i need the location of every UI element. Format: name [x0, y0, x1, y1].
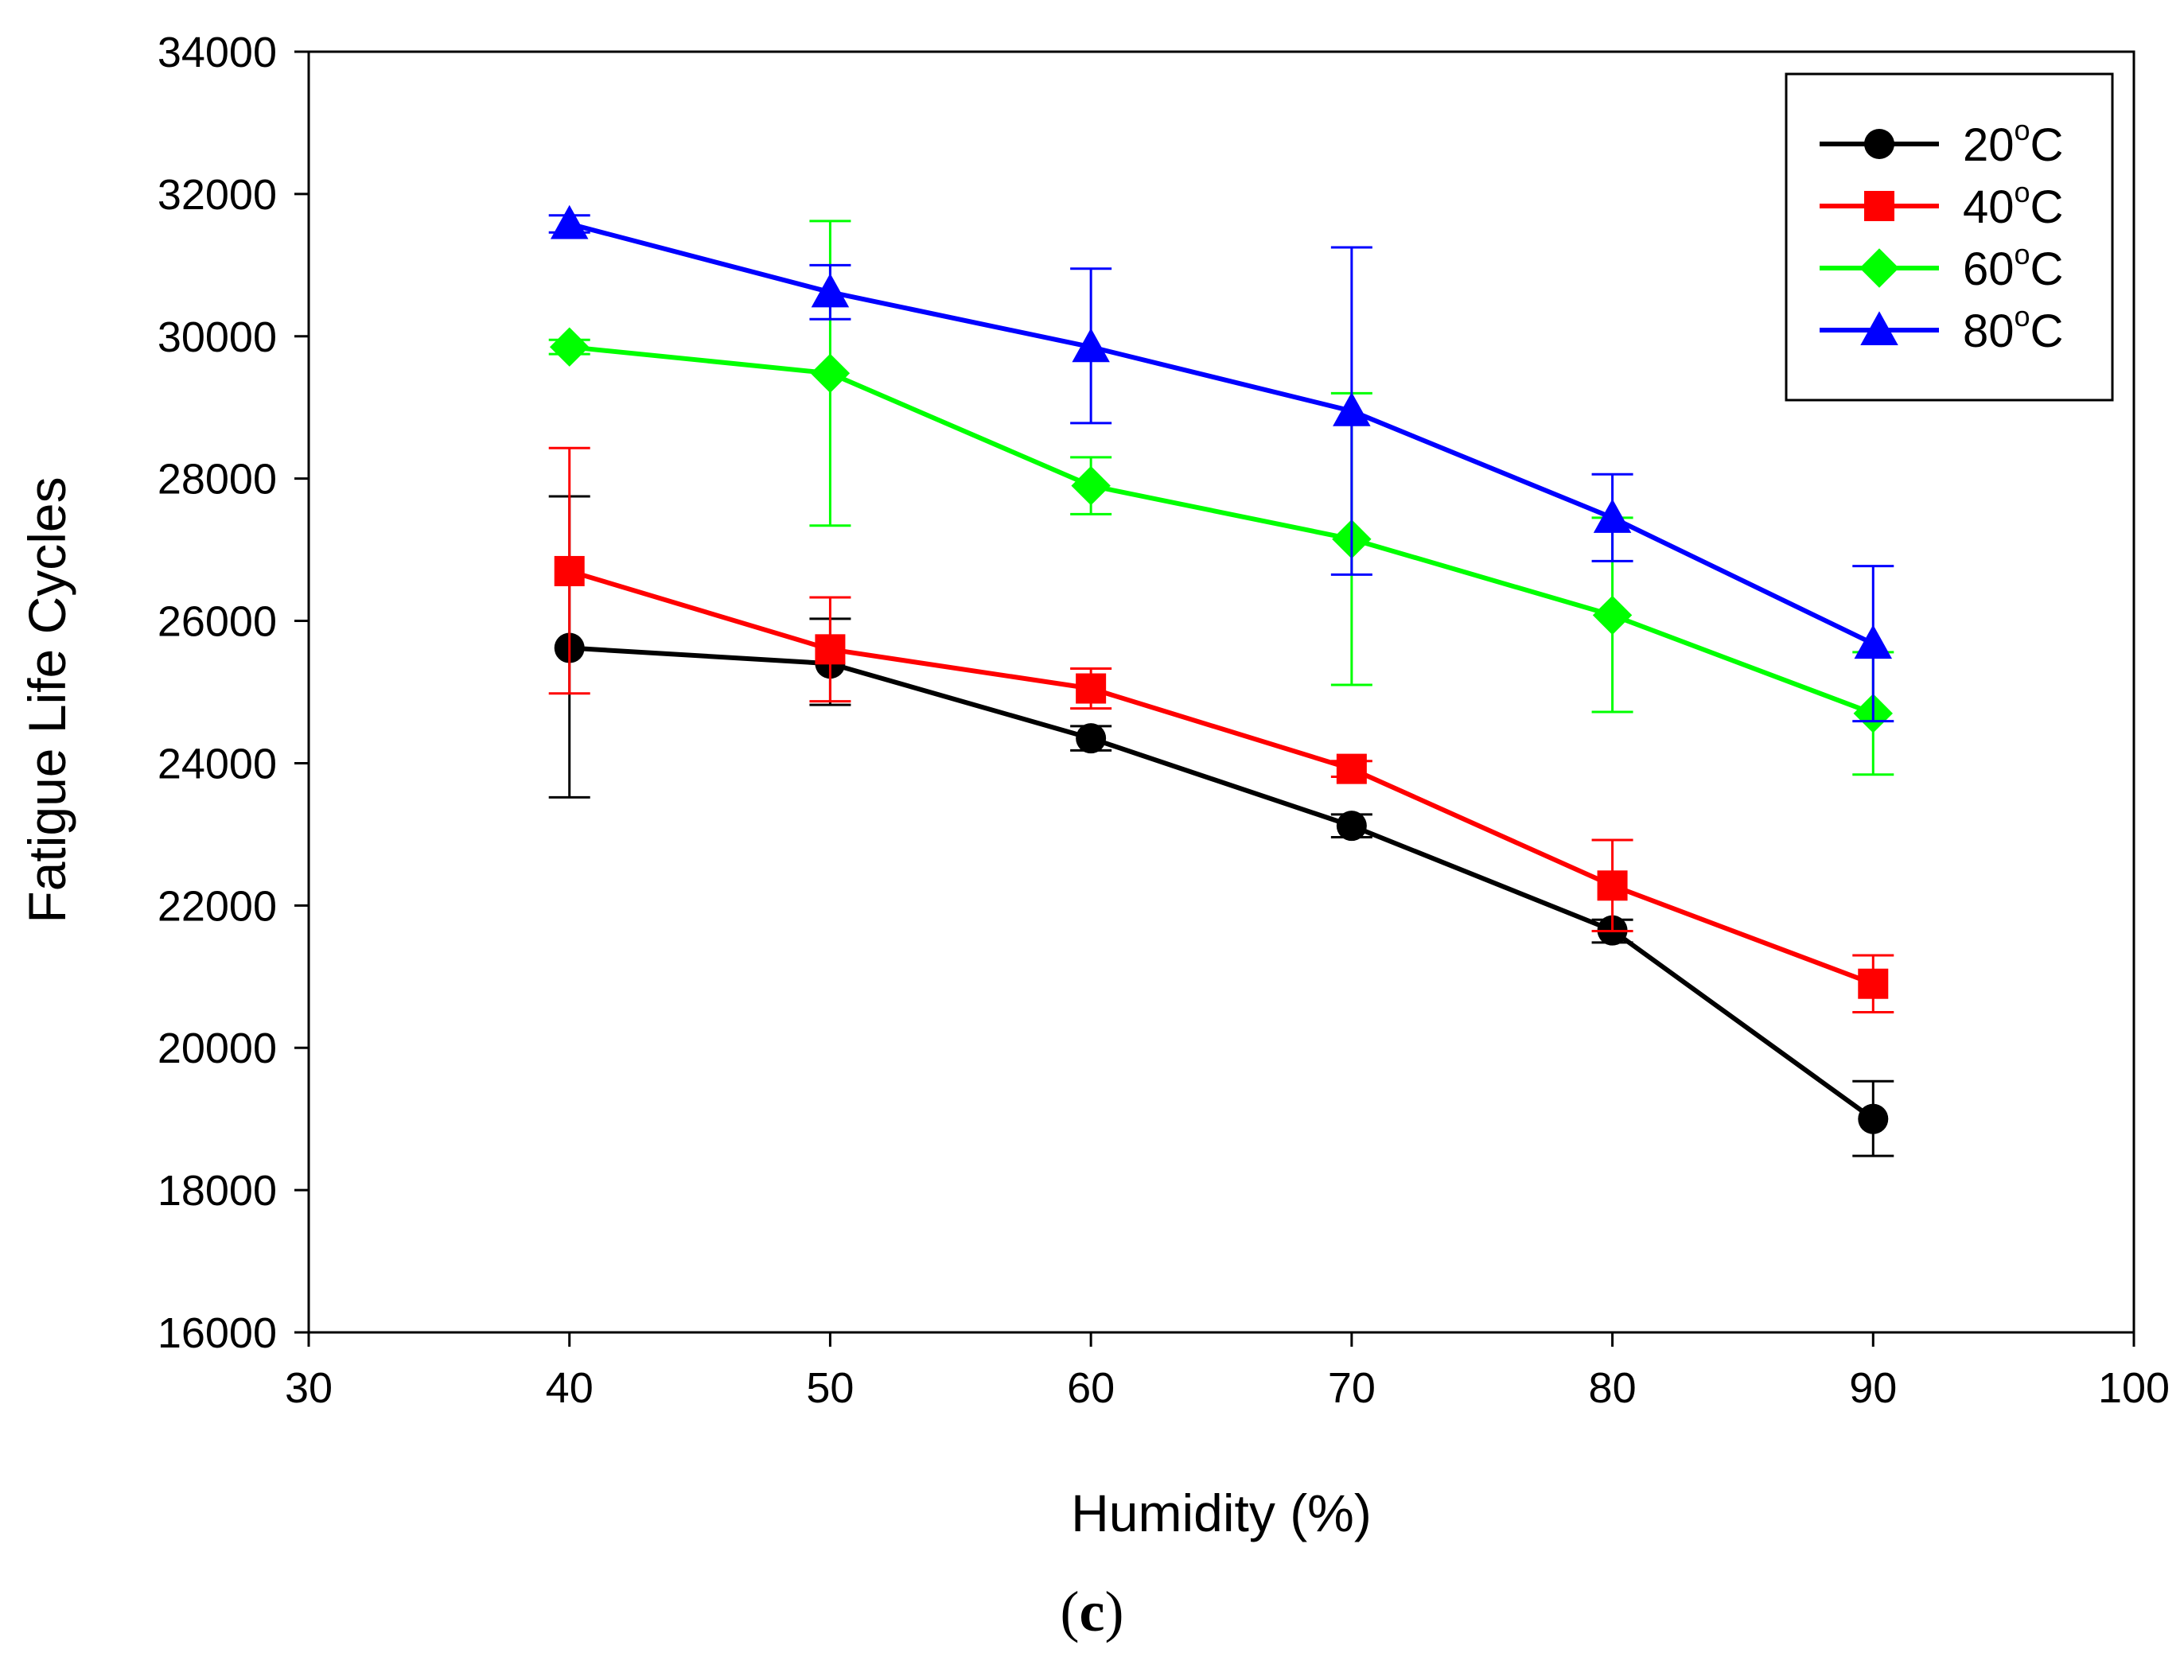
- x-axis-title: Humidity (%): [1071, 1484, 1372, 1542]
- legend-marker: [1860, 311, 1898, 345]
- y-tick-label: 20000: [158, 1025, 277, 1072]
- data-point: [550, 327, 590, 367]
- legend-label: 80oC: [1963, 300, 2063, 357]
- data-point: [1854, 624, 1893, 659]
- y-axis-title: Fatigue Life Cycles: [18, 476, 76, 923]
- data-point: [1593, 499, 1632, 533]
- data-point: [1336, 811, 1367, 842]
- data-point: [815, 634, 846, 665]
- y-tick-label: 34000: [158, 29, 277, 76]
- data-point: [1597, 870, 1628, 901]
- data-point: [554, 555, 585, 586]
- series-20C: [548, 495, 1894, 1157]
- data-point: [550, 204, 589, 239]
- data-point: [811, 273, 850, 308]
- series-80C: [548, 204, 1894, 723]
- legend-marker: [1864, 191, 1894, 221]
- legend-label: 20oC: [1963, 114, 2063, 171]
- data-point: [1858, 968, 1889, 999]
- legend-label: 40oC: [1963, 176, 2063, 233]
- axes: 30 40 50 60 70 80 90 100 16000 18000 20000 22000 240…: [158, 29, 2170, 1412]
- x-tick-label: 50: [806, 1364, 854, 1412]
- x-tick-label: 30: [285, 1364, 333, 1412]
- legend-label: 60oC: [1963, 238, 2063, 295]
- data-point: [1072, 328, 1110, 363]
- legend-box: [1785, 72, 2114, 402]
- legend-entry: 20oC: [1820, 114, 2063, 171]
- y-tick-label: 16000: [158, 1309, 277, 1357]
- series-line: [569, 645, 1875, 1122]
- series-line: [568, 569, 1875, 986]
- series-layer: [548, 204, 1894, 1157]
- data-point: [1858, 1103, 1889, 1134]
- data-point: [1071, 465, 1111, 506]
- legend-marker: [1859, 248, 1899, 288]
- panel-letter: c: [1079, 1580, 1105, 1643]
- legend-entry: 60oC: [1820, 238, 2063, 295]
- panel-paren-close: ): [1104, 1580, 1124, 1643]
- y-tick-label: 22000: [158, 882, 277, 930]
- x-tick-label: 80: [1589, 1364, 1637, 1412]
- series-line: [568, 221, 1875, 646]
- y-tick-label: 18000: [158, 1167, 277, 1215]
- series-40C: [548, 446, 1894, 1013]
- legend-entry: 40oC: [1820, 176, 2063, 233]
- x-tick-label: 100: [2098, 1364, 2170, 1412]
- panel-paren-open: (: [1060, 1580, 1080, 1643]
- data-point: [1076, 673, 1107, 704]
- series-line: [569, 344, 1875, 716]
- legend-entry: 80oC: [1820, 300, 2063, 357]
- data-point: [1076, 723, 1107, 754]
- y-tick-label: 28000: [158, 456, 277, 504]
- y-tick-label: 26000: [158, 598, 277, 646]
- legend-marker: [1864, 129, 1894, 159]
- y-tick-label: 32000: [158, 171, 277, 219]
- x-tick-label: 40: [546, 1364, 594, 1412]
- data-point: [1592, 595, 1633, 636]
- x-tick-label: 90: [1849, 1364, 1897, 1412]
- data-point: [810, 353, 851, 393]
- panel-label: (c): [0, 1579, 2184, 1645]
- plot-frame: [307, 50, 2135, 1334]
- x-tick-label: 60: [1067, 1364, 1115, 1412]
- x-tick-label: 70: [1328, 1364, 1376, 1412]
- series-60C: [548, 220, 1894, 776]
- y-tick-label: 30000: [158, 313, 277, 361]
- data-point: [1336, 753, 1367, 784]
- data-point: [1333, 391, 1371, 426]
- y-tick-label: 24000: [158, 740, 277, 788]
